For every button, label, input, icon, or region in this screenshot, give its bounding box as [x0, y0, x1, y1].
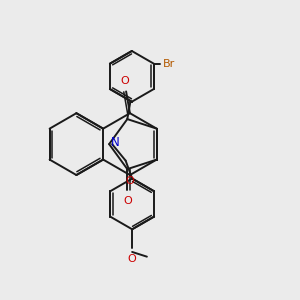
Text: O: O [120, 76, 129, 86]
Text: N: N [111, 136, 120, 149]
Text: O: O [125, 176, 134, 187]
Text: O: O [123, 196, 132, 206]
Text: Br: Br [163, 59, 176, 69]
Text: O: O [128, 254, 136, 264]
